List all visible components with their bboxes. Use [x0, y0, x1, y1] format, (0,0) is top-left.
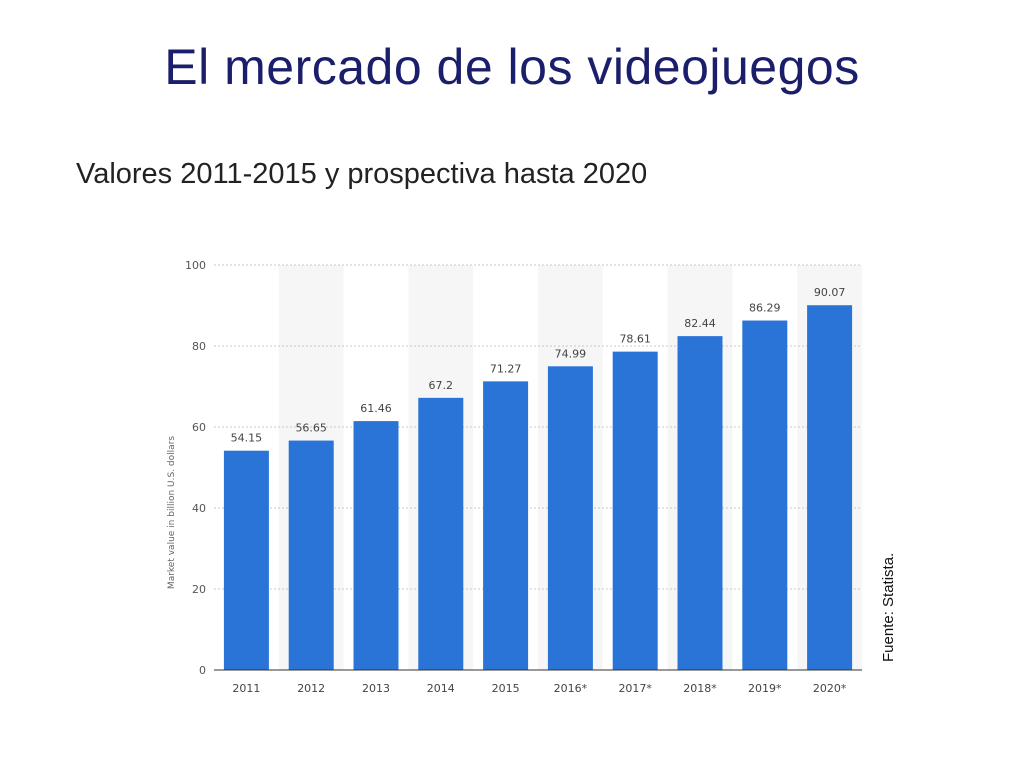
bar-2012	[288, 440, 334, 670]
y-axis-label: Market value in billion U.S. dollars	[167, 436, 177, 589]
x-tick-label: 2014	[427, 682, 455, 695]
y-axis-ticks: 0 20 40 60 80 100	[185, 259, 206, 677]
source-text: Fuente: Statista.	[880, 552, 897, 662]
data-label-2020*: 90.07	[814, 286, 846, 299]
x-tick-label: 2013	[362, 682, 390, 695]
data-label-2012: 56.65	[295, 422, 327, 435]
data-label-2017*: 78.61	[619, 333, 651, 346]
bar-2014	[418, 397, 464, 670]
data-label-2015: 71.27	[490, 362, 522, 375]
y-tick-label: 100	[185, 259, 206, 272]
bar-2011	[223, 450, 269, 670]
bar-2019*	[742, 320, 788, 670]
bar-2016*	[547, 366, 593, 670]
x-axis-ticks: 2011 2012 2013 2014 2015 2016* 2017* 2018* 2019*…	[232, 682, 846, 695]
data-label-2018*: 82.44	[684, 317, 716, 330]
source-note: Fuente: Statista.	[880, 532, 900, 662]
slide-subtitle: Valores 2011-2015 y prospectiva hasta 20…	[76, 158, 648, 190]
bar-2017*	[612, 351, 658, 670]
bar-2018*	[677, 336, 723, 670]
x-tick-label: 2015	[492, 682, 520, 695]
x-tick-label: 2011	[232, 682, 260, 695]
bar-2013	[353, 421, 399, 670]
data-label-2013: 61.46	[360, 402, 392, 415]
data-label-2014: 67.2	[429, 379, 454, 392]
data-label-2011: 54.15	[231, 432, 263, 445]
x-tick-label: 2012	[297, 682, 325, 695]
y-tick-label: 0	[199, 664, 206, 677]
x-tick-label: 2017*	[618, 682, 652, 695]
slide-title: El mercado de los videojuegos	[164, 39, 860, 95]
bars	[223, 305, 853, 670]
data-labels: 54.15 56.65 61.46 67.2 71.27 74.99 78.61 82.44 8…	[231, 286, 846, 444]
data-label-2019*: 86.29	[749, 302, 781, 315]
data-label-2016*: 74.99	[555, 347, 587, 360]
x-tick-label: 2016*	[554, 682, 588, 695]
y-tick-label: 60	[192, 421, 206, 434]
y-tick-label: 20	[192, 583, 206, 596]
y-tick-label: 40	[192, 502, 206, 515]
bar-2020*	[807, 305, 853, 670]
x-tick-label: 2019*	[748, 682, 782, 695]
x-tick-label: 2020*	[813, 682, 847, 695]
x-tick-label: 2018*	[683, 682, 717, 695]
bar-2015	[483, 381, 529, 670]
y-tick-label: 80	[192, 340, 206, 353]
